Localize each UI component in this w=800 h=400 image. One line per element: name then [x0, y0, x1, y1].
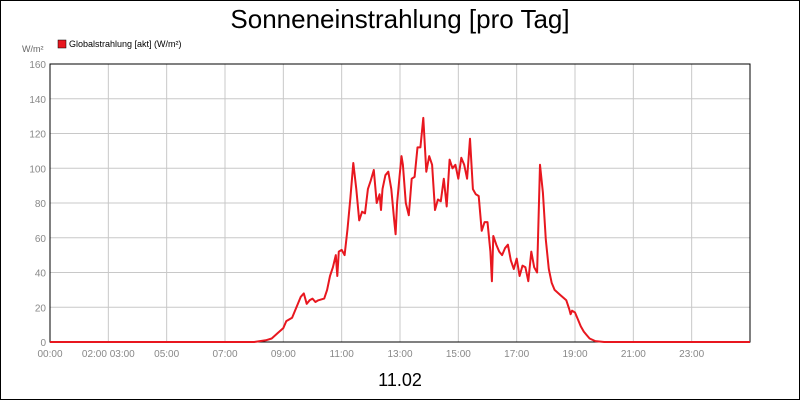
- y-tick-label: 100: [29, 164, 46, 175]
- y-tick-label: 40: [35, 269, 47, 280]
- y-tick-label: 80: [35, 199, 47, 210]
- y-unit-label: W/m²: [22, 44, 44, 54]
- x-tick-label: 13:00: [387, 349, 412, 360]
- date-label: 11.02: [378, 370, 422, 390]
- x-tick-label: 15:00: [446, 349, 471, 360]
- series-layer: [50, 116, 750, 343]
- x-tick-label: 11:00: [330, 349, 355, 360]
- y-tick-label: 60: [35, 234, 47, 245]
- x-tick-label: 23:00: [679, 349, 704, 360]
- x-tick-label: 09:00: [271, 349, 296, 360]
- x-tick-label: 00:00: [37, 349, 62, 360]
- chart-title: Sonneneinstrahlung [pro Tag]: [230, 4, 569, 34]
- y-tick-label: 0: [40, 338, 46, 349]
- grid-layer: [49, 63, 750, 343]
- x-tick-label: 19:00: [562, 349, 587, 360]
- y-tick-label: 160: [29, 60, 46, 71]
- y-tick-label: 20: [35, 303, 47, 314]
- legend-swatch: [57, 39, 67, 49]
- tick-layer: 0 20 40 60 80 100 120 140 160 00:00 02:00 03:00 05:…: [29, 60, 704, 360]
- series-line-globalstrahlung: [50, 116, 750, 343]
- x-tick-label: 07:00: [212, 349, 237, 360]
- x-tick-label: 17:00: [504, 349, 529, 360]
- y-tick-label: 140: [29, 95, 46, 106]
- legend-label: Globalstrahlung [akt] (W/m²): [69, 39, 182, 49]
- y-tick-label: 120: [29, 130, 46, 141]
- x-tick-label: 05:00: [154, 349, 179, 360]
- plot-area: [49, 63, 751, 343]
- x-tick-label: 21:00: [621, 349, 646, 360]
- x-tick-label: 02:00 03:00: [82, 349, 135, 360]
